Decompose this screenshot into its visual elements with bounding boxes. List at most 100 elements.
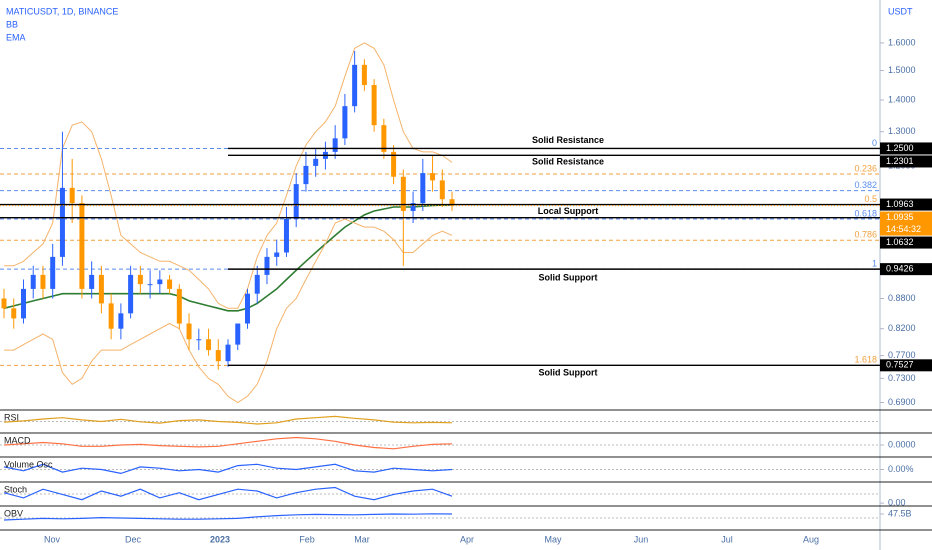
candle-body — [215, 350, 221, 362]
symbol-title: MATICUSDT, 1D, BINANCE — [6, 6, 118, 16]
price-tag — [880, 198, 932, 211]
candle-body — [254, 274, 260, 294]
candle-body — [303, 165, 309, 185]
countdown-label: 14:54:32 — [886, 224, 921, 234]
price-tag — [880, 263, 932, 276]
price-tag — [880, 211, 932, 236]
x-tick-label: Jul — [721, 534, 733, 544]
candle-body — [342, 106, 348, 139]
candle-body — [391, 151, 397, 177]
candle-body — [235, 323, 241, 345]
fib-label: 0.618 — [854, 208, 877, 218]
bb-band — [4, 42, 453, 309]
candle-body — [50, 256, 56, 289]
candle-body — [420, 173, 426, 204]
candle-body — [137, 274, 143, 285]
price-tag-label: 1.0963 — [886, 199, 914, 209]
currency-label: USDT — [888, 6, 913, 16]
candle-body — [293, 184, 299, 219]
fib-label: 0.5 — [864, 194, 877, 204]
candle-body — [157, 279, 163, 285]
x-tick-label: Aug — [803, 534, 819, 544]
y-tick-label: 0.6900 — [888, 397, 916, 407]
level-annotation: Solid Support — [539, 368, 598, 378]
indicator-line — [3, 486, 453, 501]
level-annotation: Solid Resistance — [532, 135, 604, 145]
y-tick-label: 0.7700 — [888, 350, 916, 360]
x-tick-label: Mar — [354, 534, 370, 544]
level-annotation: Local Support — [538, 206, 599, 216]
y-tick-label: 0.7300 — [888, 373, 916, 383]
y-tick-label: 1.3000 — [888, 126, 916, 136]
panel-tick-label: 47.5B — [888, 508, 912, 518]
y-tick-label: 1.5000 — [888, 65, 916, 75]
candle-body — [449, 199, 455, 206]
fib-label: 1 — [872, 259, 877, 269]
candle-body — [332, 138, 338, 152]
fib-label: 0.236 — [854, 163, 877, 173]
y-tick-label: 0.8200 — [888, 323, 916, 333]
candle-body — [206, 339, 212, 351]
ema-line — [3, 204, 452, 312]
x-tick-label: May — [544, 534, 562, 544]
price-tag-label: 0.9426 — [886, 264, 914, 274]
y-tick-label: 1.4000 — [888, 94, 916, 104]
candle-body — [118, 313, 124, 329]
panel-label: RSI — [4, 412, 19, 422]
candle-body — [128, 274, 134, 314]
price-tag — [880, 236, 932, 249]
indicator-line — [3, 463, 453, 475]
panel-label: Volume Osc — [4, 459, 53, 469]
fib-label: 1.618 — [854, 355, 877, 365]
indicator-name: BB — [6, 19, 18, 29]
candle-body — [167, 279, 173, 289]
x-tick-label: Dec — [125, 534, 142, 544]
level-annotation: Solid Support — [539, 273, 598, 283]
candle-body — [196, 339, 202, 341]
candle-body — [430, 173, 436, 181]
y-tick-label: 1.6000 — [888, 37, 916, 47]
price-tag — [880, 359, 932, 372]
price-tag — [880, 142, 932, 155]
candle-body — [11, 308, 17, 319]
candle-body — [1, 298, 7, 309]
panel-label: OBV — [4, 508, 23, 518]
candle-body — [69, 187, 75, 204]
candle-body — [381, 125, 387, 152]
price-tag-label: 0.7527 — [886, 360, 914, 370]
candle-body — [283, 218, 289, 253]
candle-body — [410, 203, 416, 211]
price-tag-label: 1.0632 — [886, 237, 914, 247]
candle-body — [371, 85, 377, 126]
x-tick-label: Apr — [460, 534, 474, 544]
x-tick-label: 2023 — [210, 534, 230, 544]
candle-body — [20, 288, 26, 319]
panel-tick-label: 0.0000 — [888, 439, 916, 449]
candle-body — [439, 180, 445, 200]
candle-body — [89, 274, 95, 289]
x-tick-label: Nov — [44, 534, 61, 544]
candle-body — [361, 64, 367, 86]
price-tag-label: 1.0935 — [886, 212, 914, 222]
candle-body — [313, 158, 319, 166]
candle-body — [264, 256, 270, 275]
panel-label: MACD — [4, 435, 31, 445]
price-tag — [880, 155, 932, 168]
fib-label: 0.786 — [854, 230, 877, 240]
candle-body — [108, 303, 114, 329]
price-tag-label: 1.2301 — [886, 156, 914, 166]
candle-body — [225, 344, 231, 362]
indicator-name: EMA — [6, 32, 26, 42]
y-tick-label: 0.8800 — [888, 293, 916, 303]
x-tick-label: Feb — [299, 534, 315, 544]
indicator-line — [3, 415, 453, 425]
candle-body — [400, 176, 406, 211]
panel-tick-label: 0.00% — [888, 464, 914, 474]
price-tag-label: 1.2500 — [886, 143, 914, 153]
candle-body — [245, 293, 250, 324]
candle-body — [274, 252, 280, 257]
candle-body — [40, 274, 46, 289]
fib-label: 0 — [872, 138, 877, 148]
indicator-line — [3, 436, 453, 450]
